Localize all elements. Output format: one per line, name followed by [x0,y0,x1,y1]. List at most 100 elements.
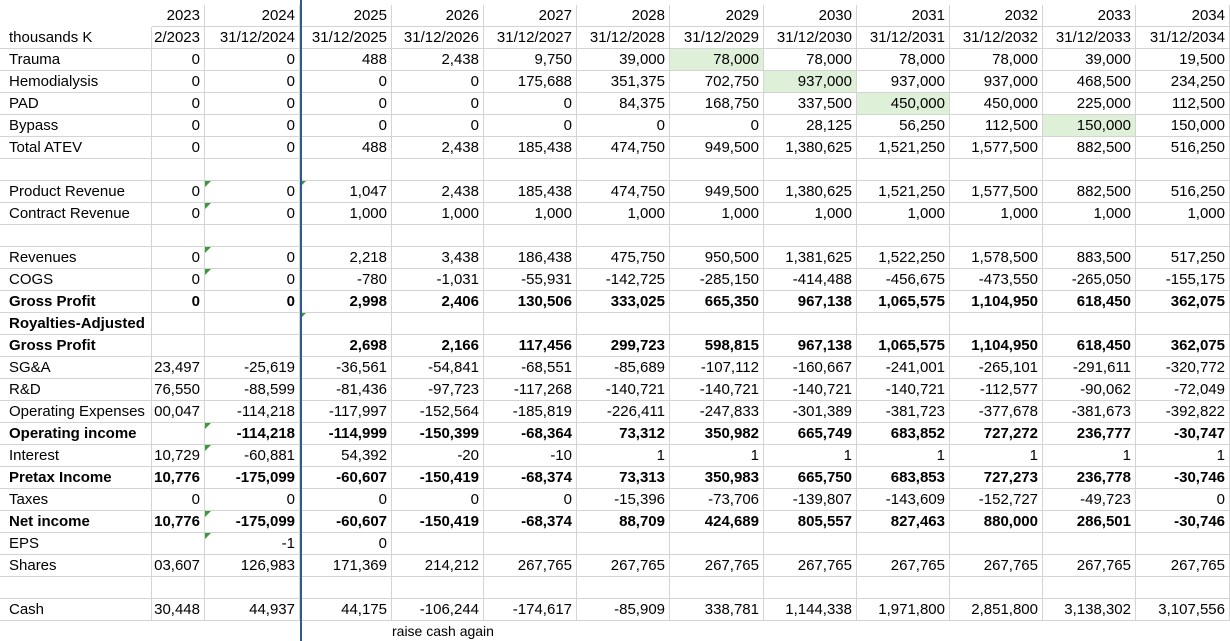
value-cell[interactable]: 937,000 [857,71,950,93]
row-label-cell[interactable]: PAD [0,93,152,115]
value-cell[interactable]: 665,350 [670,291,764,313]
value-cell[interactable]: 78,000 [764,49,857,71]
value-cell[interactable]: 39,000 [1043,49,1136,71]
value-cell[interactable]: 350,983 [670,467,764,489]
value-cell[interactable]: 949,500 [670,137,764,159]
value-cell[interactable]: 1,000 [1136,203,1230,225]
value-cell[interactable] [1043,313,1136,335]
value-cell[interactable] [857,577,950,599]
value-cell[interactable]: 474,750 [577,137,670,159]
value-cell[interactable]: 2,166 [392,335,484,357]
value-cell[interactable]: 76,550 [152,379,205,401]
value-cell[interactable]: 175,688 [484,71,577,93]
value-cell[interactable]: 488 [300,137,392,159]
value-cell[interactable]: -30,746 [1136,511,1230,533]
value-cell[interactable]: -381,673 [1043,401,1136,423]
value-cell[interactable]: 186,438 [484,247,577,269]
value-cell[interactable] [950,225,1043,247]
value-cell[interactable]: 1 [670,445,764,467]
value-cell[interactable]: 112,500 [1136,93,1230,115]
value-cell[interactable] [764,313,857,335]
value-cell[interactable]: 1,578,500 [950,247,1043,269]
value-cell[interactable] [577,577,670,599]
row-label-cell[interactable]: Contract Revenue [0,203,152,225]
value-cell[interactable]: -174,617 [484,599,577,621]
value-cell[interactable]: 0 [392,71,484,93]
value-cell[interactable]: -55,931 [484,269,577,291]
value-cell[interactable]: 827,463 [857,511,950,533]
year-header-cell[interactable]: 2029 [670,5,764,27]
value-cell[interactable]: -36,561 [300,357,392,379]
value-cell[interactable]: 1,381,625 [764,247,857,269]
value-cell[interactable] [205,313,300,335]
value-cell[interactable]: 1,104,950 [950,291,1043,313]
value-cell[interactable]: 267,765 [764,555,857,577]
value-cell[interactable]: 882,500 [1043,137,1136,159]
value-cell[interactable]: 333,025 [577,291,670,313]
value-cell[interactable]: 0 [392,115,484,137]
value-cell[interactable]: -150,419 [392,511,484,533]
value-cell[interactable] [1043,533,1136,555]
value-cell[interactable]: -780 [300,269,392,291]
value-cell[interactable]: -456,675 [857,269,950,291]
date-header-cell[interactable]: 31/12/2031 [857,27,950,49]
value-cell[interactable] [857,533,950,555]
value-cell[interactable]: 88,709 [577,511,670,533]
row-label-cell[interactable]: Pretax Income [0,467,152,489]
value-cell[interactable]: 1,047 [300,181,392,203]
value-cell[interactable]: 1 [764,445,857,467]
value-cell[interactable] [1043,159,1136,181]
date-header-cell[interactable]: 31/12/2027 [484,27,577,49]
value-cell[interactable]: 234,250 [1136,71,1230,93]
value-cell[interactable]: 2,438 [392,137,484,159]
value-cell[interactable]: -175,099 [205,511,300,533]
value-cell[interactable] [670,225,764,247]
value-cell[interactable]: 727,273 [950,467,1043,489]
value-cell[interactable]: -185,819 [484,401,577,423]
value-cell[interactable]: 78,000 [857,49,950,71]
value-cell[interactable]: 84,375 [577,93,670,115]
value-cell[interactable]: 1,380,625 [764,137,857,159]
value-cell[interactable]: 1 [577,445,670,467]
value-cell[interactable] [300,577,392,599]
value-cell[interactable]: -152,727 [950,489,1043,511]
value-cell[interactable]: -25,619 [205,357,300,379]
value-cell[interactable]: -155,175 [1136,269,1230,291]
value-cell[interactable]: 880,000 [950,511,1043,533]
value-cell[interactable]: 0 [205,115,300,137]
value-cell[interactable] [764,577,857,599]
value-cell[interactable]: 185,438 [484,137,577,159]
value-cell[interactable]: 0 [205,203,300,225]
value-cell[interactable]: -73,706 [670,489,764,511]
date-header-cell[interactable]: 31/12/2024 [205,27,300,49]
value-cell[interactable]: 0 [152,115,205,137]
value-cell[interactable]: 267,765 [950,555,1043,577]
row-label-cell[interactable]: Bypass [0,115,152,137]
value-cell[interactable]: 1,065,575 [857,291,950,313]
value-cell[interactable]: 267,765 [857,555,950,577]
value-cell[interactable]: 450,000 [950,93,1043,115]
value-cell[interactable]: 2,698 [300,335,392,357]
value-cell[interactable]: -381,723 [857,401,950,423]
value-cell[interactable]: 3,107,556 [1136,599,1230,621]
value-cell[interactable]: -117,268 [484,379,577,401]
value-cell[interactable] [484,533,577,555]
value-cell[interactable]: 516,250 [1136,137,1230,159]
value-cell[interactable]: 0 [152,291,205,313]
value-cell[interactable]: -15,396 [577,489,670,511]
row-label-cell[interactable]: Hemodialysis [0,71,152,93]
value-cell[interactable]: -85,689 [577,357,670,379]
value-cell[interactable] [670,159,764,181]
value-cell[interactable]: 00,047 [152,401,205,423]
value-cell[interactable]: -54,841 [392,357,484,379]
value-cell[interactable] [950,577,1043,599]
value-cell[interactable]: 516,250 [1136,181,1230,203]
year-header-cell[interactable]: 2030 [764,5,857,27]
value-cell[interactable]: -140,721 [857,379,950,401]
value-cell[interactable]: 598,815 [670,335,764,357]
value-cell[interactable]: -49,723 [1043,489,1136,511]
date-header-cell[interactable]: 31/12/2032 [950,27,1043,49]
value-cell[interactable] [392,313,484,335]
date-header-cell[interactable]: 31/12/2034 [1136,27,1230,49]
row-label-cell[interactable]: Product Revenue [0,181,152,203]
